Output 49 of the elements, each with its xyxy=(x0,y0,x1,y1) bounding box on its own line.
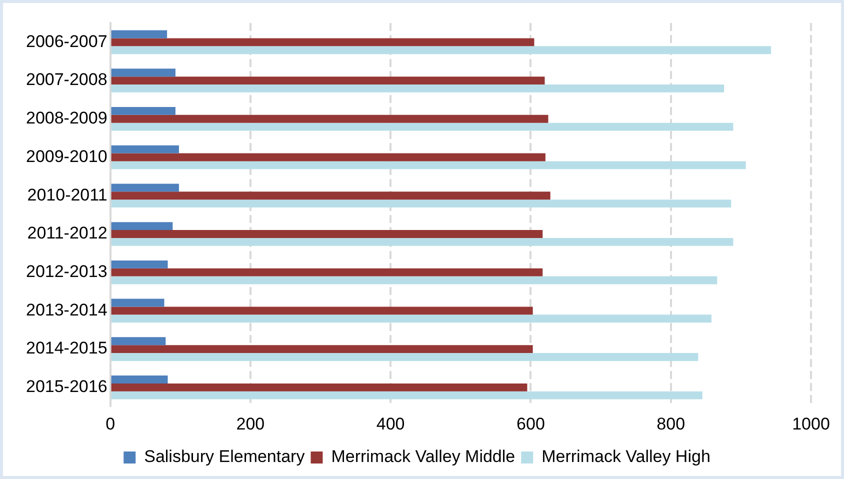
bar xyxy=(111,161,746,170)
y-tick-label: 2010-2011 xyxy=(27,185,108,204)
y-tick-label: 2009-2010 xyxy=(26,146,108,166)
bar xyxy=(111,383,528,392)
bar xyxy=(111,391,702,400)
x-tick-label: 800 xyxy=(656,414,686,434)
bar xyxy=(111,268,543,276)
legend-label: Merrimack Valley High xyxy=(542,447,710,466)
bar xyxy=(111,306,533,315)
y-tick-label: 2012-2013 xyxy=(26,262,108,282)
bar xyxy=(111,30,168,38)
x-tick-label: 400 xyxy=(376,414,405,434)
bar xyxy=(111,84,724,92)
bar xyxy=(111,192,550,200)
y-tick-label: 2015-2016 xyxy=(26,377,108,396)
x-tick-label: 600 xyxy=(516,414,545,434)
bar xyxy=(111,230,543,238)
y-tick-label: 2011-2012 xyxy=(27,224,108,243)
y-tick-label: 2006-2007 xyxy=(26,32,108,51)
bar xyxy=(111,314,712,323)
bar xyxy=(111,184,179,192)
bar xyxy=(111,353,698,361)
bar xyxy=(111,298,164,307)
y-tick-label: 2014-2015 xyxy=(26,338,108,358)
bar xyxy=(111,114,548,123)
bar xyxy=(111,76,545,85)
legend-label: Salisbury Elementary xyxy=(144,447,306,466)
bar xyxy=(111,260,168,268)
y-tick-label: 2013-2014 xyxy=(26,300,108,320)
y-tick-label: 2008-2009 xyxy=(26,108,108,128)
bar xyxy=(111,46,772,54)
x-tick-label: 0 xyxy=(106,414,116,434)
bar xyxy=(111,337,166,346)
bar xyxy=(111,122,734,131)
bar xyxy=(111,145,179,154)
bar xyxy=(111,376,168,384)
x-tick-label: 1000 xyxy=(792,414,830,434)
bar xyxy=(111,68,176,77)
bar xyxy=(111,107,176,115)
bar xyxy=(111,276,718,284)
x-tick-label: 200 xyxy=(236,414,265,434)
bar xyxy=(111,345,533,354)
bar xyxy=(111,238,734,246)
legend-label: Merrimack Valley Middle xyxy=(331,447,516,466)
bar xyxy=(111,222,173,230)
bar xyxy=(111,200,732,208)
bar xyxy=(111,38,534,46)
y-tick-label: 2007-2008 xyxy=(26,70,108,90)
bar xyxy=(111,153,546,162)
